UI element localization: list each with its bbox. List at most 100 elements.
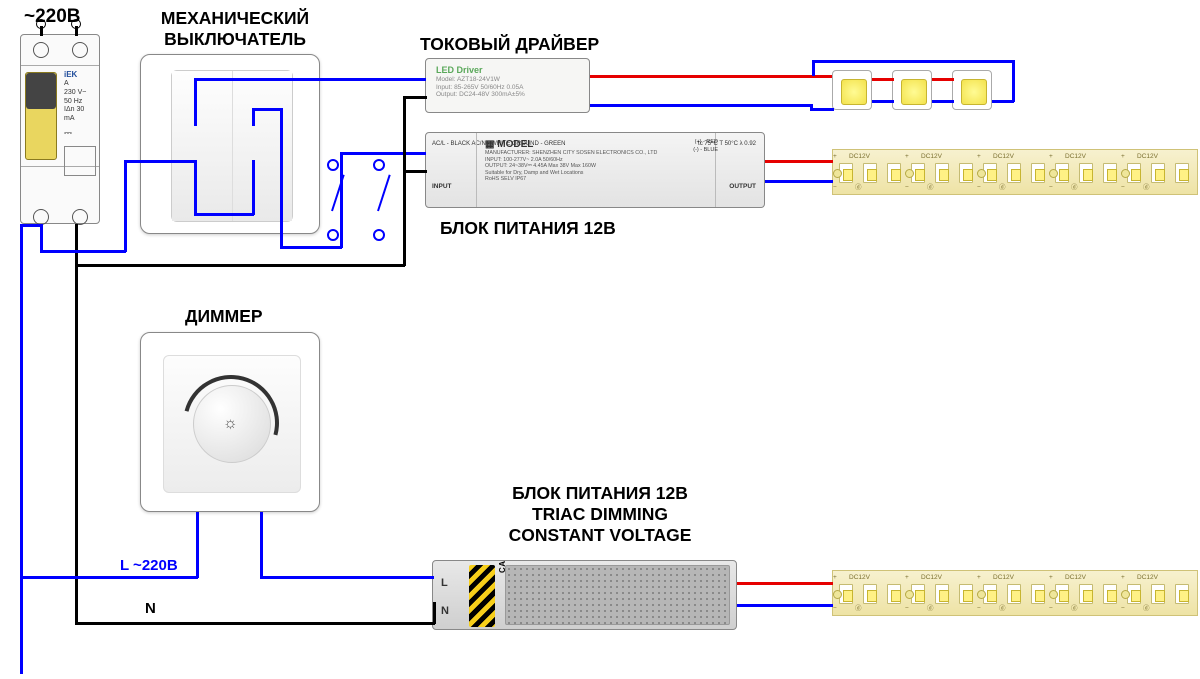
led-chip <box>1079 163 1093 183</box>
wire <box>590 75 832 78</box>
wire <box>765 160 833 163</box>
caution-stripe <box>469 565 495 627</box>
wire <box>260 512 263 578</box>
psu1-output: OUTPUT <box>729 183 756 191</box>
wire <box>812 60 815 76</box>
wire <box>280 246 342 249</box>
psu1-vminus: (-) - BLUE <box>693 147 718 154</box>
rcd-brand: iEK <box>64 70 96 80</box>
led-chip <box>1103 163 1117 183</box>
psu2-mesh <box>505 565 730 625</box>
wire <box>75 224 78 624</box>
label-N: N <box>145 600 156 617</box>
wire <box>433 602 436 624</box>
wire <box>194 78 197 126</box>
wire <box>810 108 834 111</box>
wire <box>403 96 406 266</box>
label-psu12: БЛОК ПИТАНИЯ 12В <box>440 218 616 239</box>
psu1-fine: MANUFACTURER: SHENZHEN CITY SOSEN ELECTR… <box>485 150 707 183</box>
wire <box>872 78 894 81</box>
wire <box>737 604 833 607</box>
psu2-L: L <box>441 577 448 589</box>
wire <box>194 160 197 215</box>
cob-led <box>952 70 992 110</box>
wire <box>124 160 127 252</box>
wire <box>20 224 23 674</box>
led-chip <box>935 163 949 183</box>
led-chip <box>1103 584 1117 604</box>
wire <box>124 160 194 163</box>
wire <box>40 250 126 253</box>
led-strip: +DC12V−ⓓ+DC12V−ⓓ+DC12V−ⓓ+DC12V−ⓓ+DC12V−ⓓ <box>832 570 1198 616</box>
rcd-line1: A <box>64 80 96 89</box>
led-chip <box>1031 163 1045 183</box>
led-chip <box>1079 584 1093 604</box>
led-chip <box>887 163 901 183</box>
wire <box>932 100 954 103</box>
wire <box>252 160 255 215</box>
label-dimmer: ДИММЕР <box>185 306 263 327</box>
label-L: L ~220В <box>120 557 178 574</box>
wire <box>194 78 426 81</box>
led-chip <box>863 584 877 604</box>
wire <box>280 108 283 248</box>
led-chip <box>1151 584 1165 604</box>
mechanical-switch <box>140 54 320 234</box>
psu1-model-title: ▦ MODEL <box>485 139 707 150</box>
led-driver-spec3: Output: DC24-48V 300mA±5% <box>436 91 525 99</box>
wire <box>20 576 198 579</box>
rcd-line2: 230 V~ 50 Hz <box>64 89 96 107</box>
led-chip <box>935 584 949 604</box>
dimmer: ☼ <box>140 332 320 512</box>
psu1-vplus: (+) - RED <box>695 139 718 146</box>
led-chip <box>863 163 877 183</box>
label-current-driver: ТОКОВЫЙ ДРАЙВЕР <box>420 34 599 55</box>
wire <box>196 512 199 578</box>
wire <box>340 152 343 248</box>
led-driver-spec1: Model: AZT18-24V1W <box>436 76 525 84</box>
wire <box>737 582 833 585</box>
wire <box>20 224 42 227</box>
label-psu12-triac: БЛОК ПИТАНИЯ 12В TRIAC DIMMING CONSTANT … <box>490 483 710 546</box>
wire <box>260 576 434 579</box>
psu2-N: N <box>441 605 449 617</box>
wire <box>252 108 282 111</box>
led-driver-title: LED Driver <box>436 65 525 76</box>
led-driver-spec2: Input: 85-265V 50/60Hz 0.05A <box>436 84 525 92</box>
cob-led <box>892 70 932 110</box>
wire <box>40 224 43 252</box>
psu-12v-triac: LN CAUTION! <box>432 560 737 630</box>
rcd-breaker: iEK A 230 V~ 50 Hz IΔn 30 mA ⎓ <box>20 34 100 224</box>
led-strip: +DC12V−ⓓ+DC12V−ⓓ+DC12V−ⓓ+DC12V−ⓓ+DC12V−ⓓ <box>832 149 1198 195</box>
wire <box>765 180 833 183</box>
led-chip <box>887 584 901 604</box>
cob-led <box>832 70 872 110</box>
psu1-input: INPUT <box>432 183 452 191</box>
wire <box>932 78 954 81</box>
label-mech-switch: МЕХАНИЧЕСКИЙ ВЫКЛЮЧАТЕЛЬ <box>145 8 325 50</box>
led-chip <box>1175 163 1189 183</box>
wire <box>403 170 427 173</box>
wire <box>340 152 426 155</box>
bulb-icon: ☼ <box>223 415 238 433</box>
wire <box>590 104 812 107</box>
led-chip <box>1031 584 1045 604</box>
wiring-diagram: ~220В МЕХАНИЧЕСКИЙ ВЫКЛЮЧАТЕЛЬ ТОКОВЫЙ Д… <box>0 0 1200 679</box>
led-chip <box>1151 163 1165 183</box>
rcd-lever <box>25 72 57 160</box>
wire <box>403 96 427 99</box>
wire <box>194 213 254 216</box>
rcd-symbol: ⎓ <box>64 128 96 141</box>
led-chip <box>1007 584 1021 604</box>
wire <box>75 264 405 267</box>
led-chip <box>1175 584 1189 604</box>
wire <box>812 60 1014 63</box>
rcd-line3: IΔn 30 mA <box>64 106 96 124</box>
psu-12v-sealed: AC/L - BLACK AC/N - WHITE GROUND - GREEN… <box>425 132 765 208</box>
led-chip <box>959 163 973 183</box>
wire <box>1012 60 1015 102</box>
led-driver: LED Driver Model: AZT18-24V1W Input: 85-… <box>425 58 590 113</box>
wire <box>992 100 1014 103</box>
led-chip <box>959 584 973 604</box>
wire <box>252 108 255 126</box>
